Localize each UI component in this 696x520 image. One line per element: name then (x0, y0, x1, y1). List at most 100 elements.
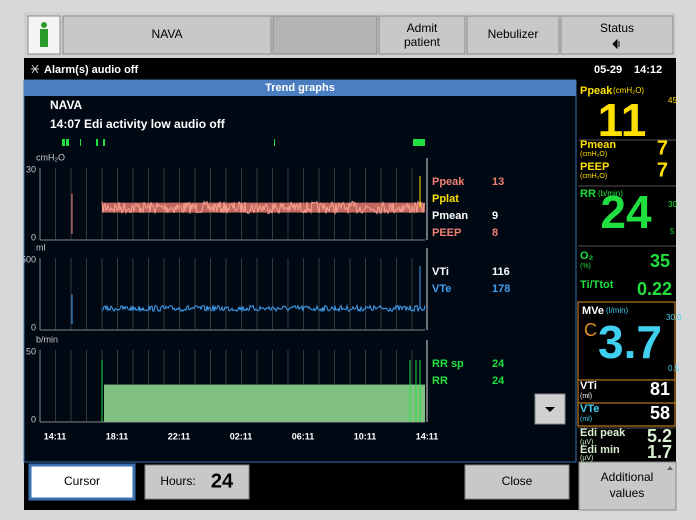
mode-label: NAVA (152, 27, 183, 41)
y-min: 0 (31, 232, 36, 242)
o2-label: O₂ (580, 250, 594, 262)
event-marker (66, 139, 69, 146)
rr-label: RR (580, 188, 596, 200)
hours-value: 24 (211, 470, 234, 492)
edi-peak-value: 5.2 (647, 426, 672, 446)
hours-button[interactable] (144, 464, 250, 500)
rr-high: 30 (668, 200, 677, 209)
event-marker (80, 139, 81, 146)
y-unit: b/min (36, 334, 58, 344)
legend-name: VTi (432, 266, 449, 278)
y-max: 50 (26, 346, 36, 356)
vti-value: 81 (650, 379, 670, 399)
vte-unit: (ml) (580, 416, 592, 423)
trend-trace (101, 303, 426, 313)
edi-peak-unit: (µV) (580, 439, 593, 446)
additional-values-button[interactable] (578, 461, 677, 511)
rr-low: 5 (670, 227, 675, 236)
peep-label: PEEP (580, 161, 609, 173)
empty-button (272, 15, 378, 55)
mve-flag: C (584, 320, 597, 340)
legend-value: 8 (492, 227, 498, 239)
additional-label: Additional (601, 470, 654, 484)
status-icon (612, 38, 620, 50)
legend-name: PEEP (432, 227, 461, 239)
legend-name: Pmean (432, 210, 468, 222)
y-min: 0 (31, 414, 36, 424)
rr-unit: (b/min) (598, 189, 623, 198)
trend-event: 14:07 Edi activity low audio off (50, 117, 226, 131)
admit-button[interactable] (378, 15, 466, 55)
edi-min-label: Edi min (580, 444, 620, 456)
rr-value: 24 (600, 186, 652, 238)
hours-label: Hours: (160, 474, 195, 488)
event-marker (103, 139, 105, 146)
additional-label: values (610, 486, 645, 500)
event-markers (62, 139, 425, 146)
patient-icon (41, 22, 47, 28)
status-label: Status (600, 21, 634, 35)
trend-trace (101, 200, 426, 216)
time-label: 06:11 (292, 431, 315, 441)
pmean-unit: (cmH₂O) (580, 151, 607, 158)
mode-button[interactable] (62, 15, 272, 55)
ppeak-label: Ppeak (580, 85, 613, 97)
legend-value: 24 (492, 375, 505, 387)
nebulizer-label: Nebulizer (488, 27, 539, 41)
ti-ttot-value: 0.22 (637, 279, 672, 299)
legend-name: RR (432, 375, 448, 387)
cursor-button[interactable] (28, 463, 136, 501)
event-marker (413, 139, 425, 146)
close-label: Close (502, 474, 533, 488)
top-bar: NAVA Admit patient Nebulizer Status (24, 12, 676, 58)
event-marker (274, 139, 275, 146)
scroll-up-icon (667, 466, 673, 470)
legend-name: VTe (432, 283, 451, 295)
ppeak-high: 45 (668, 96, 677, 105)
ppeak-value: 11 (598, 94, 647, 146)
trend-mode: NAVA (50, 98, 83, 112)
y-unit: cmH₂O (36, 152, 65, 162)
y-min: 0 (31, 322, 36, 332)
time-label: 14:11 (416, 431, 439, 441)
ppeak-unit: (cmH₂O) (613, 86, 644, 95)
vti-unit: (ml) (580, 393, 592, 400)
trend-title: Trend graphs (265, 82, 335, 94)
pmean-label: Pmean (580, 139, 616, 151)
legend-value: 9 (492, 210, 498, 222)
o2-value: 35 (650, 251, 670, 271)
pmean-value: 7 (657, 137, 668, 159)
nebulizer-button[interactable] (466, 15, 560, 55)
event-marker (96, 139, 98, 146)
vte-label: VTe (580, 403, 599, 415)
mve-value: 3.7 (598, 316, 662, 368)
close-button[interactable] (464, 464, 570, 500)
time-label: 18:11 (106, 431, 129, 441)
time-label: 10:11 (354, 431, 377, 441)
patient-icon-body (40, 29, 48, 47)
side-panel: Ppeak (cmH₂O) 45 11 Pmean (cmH₂O) 7 PEEP… (577, 85, 682, 462)
legend-value: 178 (492, 283, 510, 295)
legend-value: 24 (492, 358, 505, 370)
y-unit: ml (36, 242, 46, 252)
y-max: 500 (21, 254, 36, 264)
edi-min-value: 1.7 (647, 442, 672, 462)
peep-unit: (cmH₂O) (580, 173, 607, 180)
peep-value: 7 (657, 159, 668, 181)
ti-ttot-label: Ti/Ttot (580, 279, 614, 291)
cursor-label: Cursor (64, 474, 100, 488)
admit-label: patient (404, 35, 441, 49)
trend-title-bar (24, 80, 576, 96)
legend-name: Ppeak (432, 176, 465, 188)
time-label: 02:11 (230, 431, 253, 441)
alarm-message: Alarm(s) audio off (44, 64, 138, 76)
mve-label: MVe (582, 305, 604, 317)
legend-value: 116 (492, 266, 510, 278)
time-label: 22:11 (168, 431, 191, 441)
vti-label: VTi (580, 380, 597, 392)
date: 05-29 (594, 64, 622, 76)
mve-low: 0.5 (668, 364, 680, 373)
alarm-icon (31, 64, 39, 74)
